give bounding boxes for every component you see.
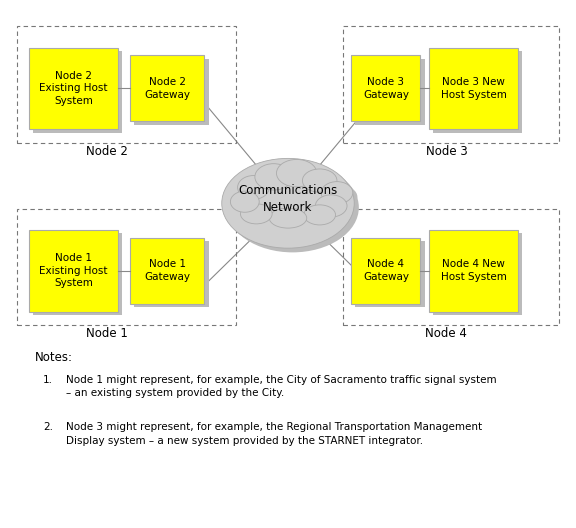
- Text: Node 4 New
Host System: Node 4 New Host System: [441, 259, 507, 282]
- Ellipse shape: [245, 208, 276, 228]
- Bar: [343, 209, 559, 325]
- Bar: [343, 26, 559, 143]
- Ellipse shape: [259, 168, 297, 194]
- FancyBboxPatch shape: [130, 238, 204, 304]
- FancyBboxPatch shape: [351, 238, 420, 304]
- Text: 2.: 2.: [43, 422, 53, 432]
- Ellipse shape: [326, 186, 357, 208]
- Text: Node 2
Gateway: Node 2 Gateway: [144, 77, 190, 100]
- Text: 1.: 1.: [43, 375, 53, 385]
- FancyBboxPatch shape: [29, 230, 118, 312]
- Bar: [17, 26, 236, 143]
- Ellipse shape: [230, 191, 259, 212]
- Ellipse shape: [242, 180, 274, 203]
- Ellipse shape: [316, 195, 347, 217]
- Ellipse shape: [276, 159, 317, 187]
- Text: Node 1 might represent, for example, the City of Sacramento traffic signal syste: Node 1 might represent, for example, the…: [66, 375, 497, 398]
- Text: Node 3: Node 3: [426, 145, 467, 158]
- Text: Node 2: Node 2: [86, 145, 127, 158]
- Ellipse shape: [226, 163, 359, 252]
- Ellipse shape: [269, 208, 306, 228]
- Ellipse shape: [304, 205, 335, 225]
- FancyBboxPatch shape: [33, 233, 122, 315]
- FancyBboxPatch shape: [355, 59, 425, 125]
- Ellipse shape: [307, 173, 342, 196]
- Text: Node 2
Existing Host
System: Node 2 Existing Host System: [39, 71, 108, 106]
- Text: Node 1
Existing Host
System: Node 1 Existing Host System: [39, 253, 108, 288]
- FancyBboxPatch shape: [429, 230, 518, 312]
- Ellipse shape: [274, 212, 311, 232]
- FancyBboxPatch shape: [433, 51, 522, 133]
- Ellipse shape: [255, 164, 292, 190]
- Ellipse shape: [309, 209, 340, 229]
- FancyBboxPatch shape: [134, 59, 209, 125]
- Text: Node 3 New
Host System: Node 3 New Host System: [441, 77, 507, 100]
- FancyBboxPatch shape: [134, 241, 209, 307]
- Ellipse shape: [320, 199, 351, 221]
- FancyBboxPatch shape: [429, 48, 518, 129]
- Text: Node 4: Node 4: [426, 327, 467, 341]
- Ellipse shape: [222, 158, 354, 248]
- Text: Notes:: Notes:: [35, 351, 73, 364]
- Ellipse shape: [235, 195, 264, 216]
- Ellipse shape: [237, 175, 269, 199]
- FancyBboxPatch shape: [433, 233, 522, 315]
- Ellipse shape: [241, 204, 272, 224]
- Ellipse shape: [281, 164, 321, 191]
- FancyBboxPatch shape: [130, 55, 204, 121]
- FancyBboxPatch shape: [29, 48, 118, 129]
- Ellipse shape: [321, 182, 353, 204]
- Text: Node 4
Gateway: Node 4 Gateway: [363, 259, 409, 282]
- Text: Node 1
Gateway: Node 1 Gateway: [144, 259, 190, 282]
- FancyBboxPatch shape: [355, 241, 425, 307]
- Text: Node 3 might represent, for example, the Regional Transportation Management
Disp: Node 3 might represent, for example, the…: [66, 422, 482, 446]
- FancyBboxPatch shape: [33, 51, 122, 133]
- Text: Communications
Network: Communications Network: [238, 184, 338, 214]
- Bar: [17, 209, 236, 325]
- Text: Node 3
Gateway: Node 3 Gateway: [363, 77, 409, 100]
- Text: Node 1: Node 1: [86, 327, 127, 341]
- FancyBboxPatch shape: [351, 55, 420, 121]
- Ellipse shape: [302, 169, 337, 192]
